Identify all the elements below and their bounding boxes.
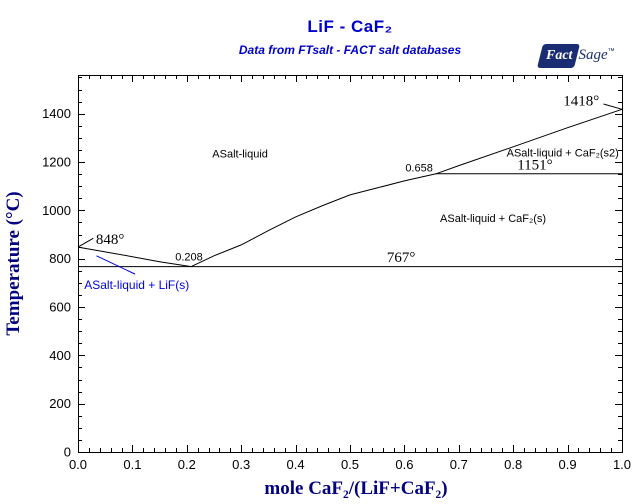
annotation-region: ASalt-liquid + CaF₂(s): [440, 213, 546, 225]
plot-frame: [78, 75, 623, 453]
annotation-temp: 1151°: [517, 158, 552, 174]
annotation-region-blue: ASalt-liquid + LiF(s): [84, 278, 189, 292]
phase-boundary-liquidus-LiF-branch: [77, 246, 192, 268]
x-tick-label: 1.0: [613, 457, 631, 472]
y-tick-label: 200: [49, 396, 71, 411]
chart-title: LiF - CaF₂: [307, 17, 393, 36]
x-tick-label: 0.8: [504, 457, 522, 472]
logo-trademark: ™: [607, 48, 615, 55]
chart-subtitle: Data from FTsalt - FACT salt databases: [238, 43, 462, 57]
annotation-temp: 767°: [387, 250, 416, 266]
annotation-temp: 1418°: [563, 94, 599, 110]
factsage-logo: Fact Sage™: [537, 42, 615, 69]
x-tick-label: 0.3: [232, 457, 250, 472]
x-tick-label: 0.6: [395, 457, 413, 472]
x-tick-label: 0.7: [450, 457, 468, 472]
y-tick-label: 0: [64, 445, 71, 460]
leader-line: [96, 255, 136, 275]
y-tick-label: 600: [49, 300, 71, 315]
y-tick-label: 1200: [42, 155, 71, 170]
y-tick-label: 400: [49, 348, 71, 363]
y-tick-label: 1400: [42, 106, 71, 121]
leader-line: [77, 237, 94, 248]
annotation-comp: 0.658: [405, 162, 433, 174]
phase-boundary-liquidus-CaF2-branch: [190, 108, 623, 268]
x-tick-label: 0.4: [287, 457, 305, 472]
y-tick-label: 1000: [42, 203, 71, 218]
annotation-comp: 0.208: [175, 252, 203, 264]
x-tick-label: 0.2: [178, 457, 196, 472]
annotation-temp: 848°: [96, 232, 125, 248]
annotation-region: ASalt-liquid + CaF₂(s2): [507, 147, 619, 159]
x-tick-label: 0.0: [69, 457, 87, 472]
x-tick-label: 0.1: [123, 457, 141, 472]
y-tick-label: 800: [49, 251, 71, 266]
annotation-region: ASalt-liquid: [212, 149, 268, 161]
x-axis-title: mole CaF₂/(LiF+CaF₂): [264, 478, 447, 499]
leader-line: [603, 103, 623, 110]
y-axis-title: Temperature (°C): [3, 191, 24, 335]
x-tick-label: 0.5: [341, 457, 359, 472]
x-tick-label: 0.9: [559, 457, 577, 472]
logo-sage-text: Sage: [578, 47, 608, 64]
